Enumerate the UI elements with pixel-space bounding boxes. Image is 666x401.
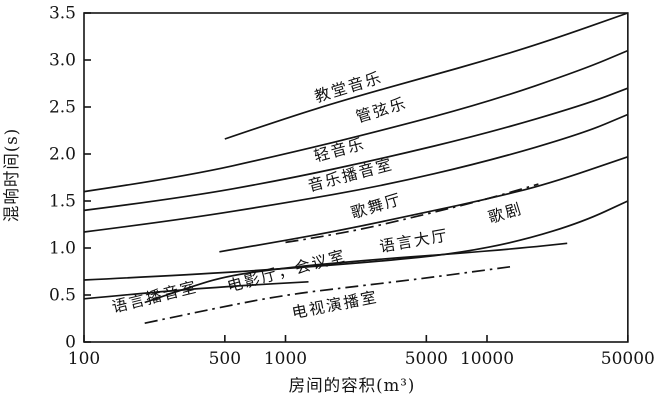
y-tick-label: 2.5 [49,98,76,118]
plot-area: 00.51.01.52.02.53.03.5 100 500 1000 5000 100… [49,4,655,370]
curve-light-music [83,87,629,212]
curve-orchestra [83,49,629,193]
plot-border [83,12,629,343]
y-ticks: 0 0.5 1.0 1.5 2.0 2.5 3.0 3.5 [49,4,91,353]
curve-label-dance-hall: 歌舞厅 [349,190,404,223]
curve-opera [219,155,629,253]
curve-music-studio [83,113,629,233]
x-tick-label: 10000 [460,349,514,369]
curve-label-light-music: 轻音乐 [312,135,367,166]
curve-label-speech-hall: 语言大厅 [378,226,450,256]
y-tick-label: 3.5 [49,4,76,24]
x-tick-label: 50000 [601,349,655,369]
y-tick-label: 0.5 [49,286,76,306]
x-tick-label: 500 [209,349,241,369]
x-tick-label: 1000 [264,349,307,369]
y-tick-label: 1.5 [49,192,76,212]
x-ticks: 100 500 1000 5000 10000 50000 [68,335,655,369]
curve-label-opera: 歌剧 [486,199,525,226]
y-tick-label: 3.0 [49,51,76,71]
y-axis-title: 混响时间(s) [2,128,21,222]
curve-cinema-conference [144,242,568,304]
x-tick-label: 5000 [405,349,448,369]
x-axis-title: 房间的容积(m³) [289,376,416,395]
curve-speech-studio [83,280,309,300]
curve-label-church-music: 教堂音乐 [312,68,384,106]
curve-tv-studio [144,265,511,325]
y-tick-label: 2.0 [49,145,76,165]
curve-speech-hall [83,200,629,281]
x-tick-label: 100 [68,349,100,369]
curve-label-orchestra: 管弦乐 [354,94,409,127]
curve-label-speech-studio: 语言播音室 [110,278,199,317]
y-tick-label: 0 [65,333,76,353]
curve-church-music [224,12,629,140]
curves [83,12,629,325]
y-tick-label: 1.0 [49,239,76,259]
